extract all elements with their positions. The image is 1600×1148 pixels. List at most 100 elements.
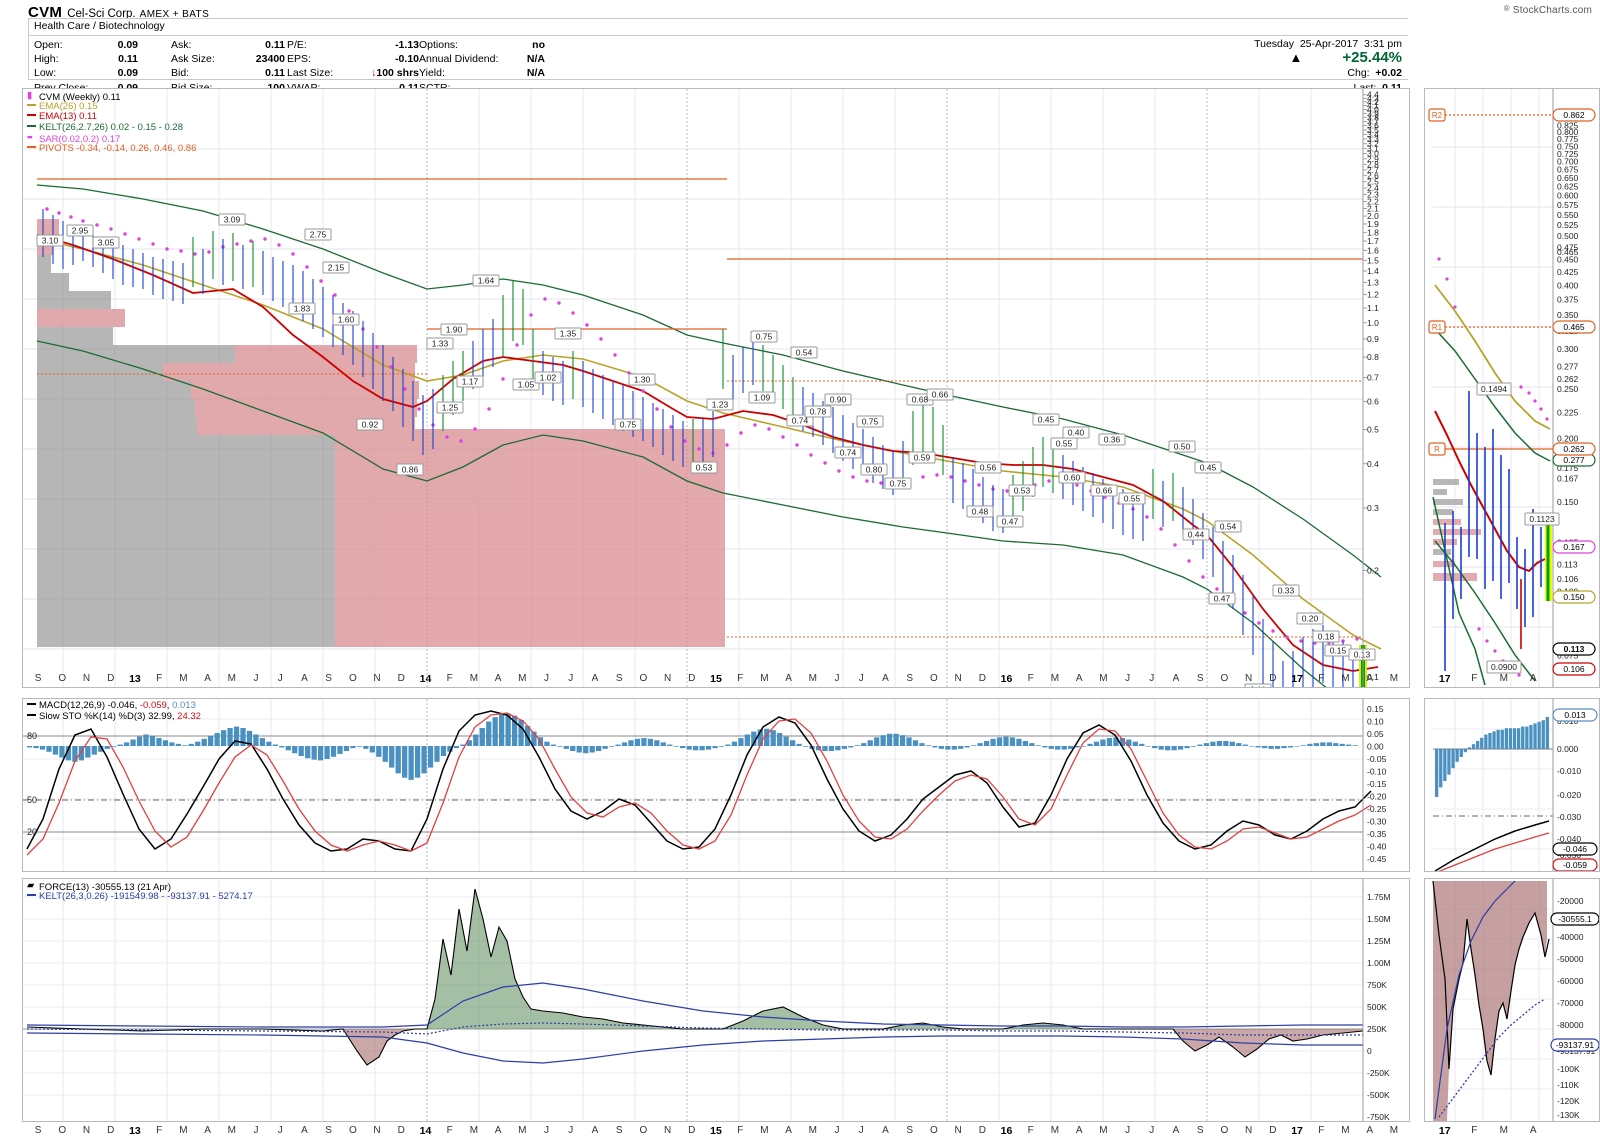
date-axis-month: J: [858, 673, 864, 684]
macd-histogram-bar: [402, 746, 408, 778]
price-annotation: 0.48: [972, 506, 989, 516]
force-index-panel[interactable]: 1.75M 1.50M 1.25M 1.00M 750K 500K 250K 0 -250K -5…: [22, 878, 1410, 1122]
price-axis-tick: 1.3: [1367, 277, 1379, 287]
exchange-name: AMEX + BATS: [139, 9, 210, 20]
price-annotation: 1.83: [294, 303, 311, 313]
price-chart-panel[interactable]: 3.10 2.95 3.09 3.05 2.75 2.15 1.83 1.60 1.64 1.90…: [22, 88, 1410, 688]
date-axis-month: F: [446, 673, 453, 684]
macd-zoom-histogram-bar: [1537, 721, 1541, 749]
date-axis-month: S: [1196, 673, 1204, 684]
macd-histogram-bar: [893, 733, 899, 746]
price-zoom-svg[interactable]: 0.8620.8250.8000.7750.7500.7250.7000.675…: [1425, 89, 1599, 687]
pivot-value-label: 0.862: [1563, 110, 1585, 120]
price-axis-tick: 1.1: [1367, 303, 1379, 313]
force-zoom-svg[interactable]: -20000 -30555.1 -40000 -50000 -60000 -70000 -8…: [1425, 879, 1599, 1121]
macd-histogram-bar: [46, 746, 52, 752]
macd-histogram-bar: [408, 746, 414, 780]
date-axis-month: J: [1125, 1125, 1131, 1136]
zoom-axis-tick: 0.625: [1557, 182, 1579, 192]
macd-zoom-histogram-bar: [1529, 725, 1533, 749]
macd-histogram-bar: [945, 746, 951, 750]
macd-histogram-bar: [389, 746, 395, 768]
macd-histogram-bar: [912, 740, 919, 746]
macd-histogram-bar: [317, 746, 324, 761]
price-annotation: 0.59: [914, 452, 931, 462]
macd-zoom-histogram-bar: [1471, 744, 1476, 749]
legend-row-ema26: EMA(26) 0.15: [27, 101, 196, 113]
price-annotation: 0.68: [912, 394, 929, 404]
date-axis-month: J: [834, 1125, 840, 1136]
macd-histogram-bar: [156, 738, 162, 746]
macd-histogram-bar: [414, 746, 421, 778]
price-zoom-panel[interactable]: 0.8620.8250.8000.7750.7500.7250.7000.675…: [1424, 88, 1600, 688]
legend-row-kelt: KELT(26,2.7,26) 0.02 - 0.15 - 0.28: [27, 122, 196, 134]
price-annotation: 0.20: [1302, 613, 1319, 623]
date-axis-month: A: [591, 673, 599, 684]
date-axis-month: M: [760, 673, 769, 684]
date-axis-year: 14: [419, 673, 432, 685]
zoom-axis-tick: 0.200: [1557, 434, 1579, 444]
macd-histogram-bar: [1106, 738, 1113, 746]
macd-histogram-bar: [738, 738, 744, 746]
psar-dots-icon: ▪▪: [27, 132, 33, 143]
date-axis-month: A: [1366, 673, 1373, 684]
date-axis-month: M: [1050, 673, 1060, 684]
macd-histogram-bar: [977, 743, 983, 746]
quote-datetime: Tuesday 25-Apr-2017 3:31 pm: [1218, 37, 1402, 51]
macd-histogram-bar: [1022, 740, 1029, 746]
zoom-inline-box: [1486, 660, 1522, 674]
stochastic-axis-tick: 80: [27, 731, 37, 741]
macd-histogram-bar: [1152, 746, 1158, 749]
macd-zoom-histogram-bar: [1500, 729, 1504, 749]
force-zoom-panel[interactable]: -20000 -30555.1 -40000 -50000 -60000 -70000 -8…: [1424, 878, 1600, 1122]
price-annotation: 0.13: [1354, 649, 1371, 659]
macd-histogram-bar: [1287, 746, 1294, 748]
date-axis-month: O: [58, 673, 67, 684]
macd-zoom-svg[interactable]: 0.0130.0100.000-0.010-0.020-0.030-0.040-…: [1425, 699, 1599, 871]
macd-histogram-bar: [169, 742, 175, 746]
macd-histogram-bar: [744, 734, 750, 746]
macd-histogram-bar: [705, 746, 712, 750]
price-annotation: 1.25: [442, 402, 459, 412]
macd-histogram-bar: [460, 744, 466, 746]
macd-zoom-panel[interactable]: 0.0130.0100.000-0.010-0.020-0.030-0.040-…: [1424, 698, 1600, 872]
zoom-axis-tick: 0.600: [1557, 191, 1579, 201]
macd-stochastic-svg[interactable]: 80 50 20 0.15 0.10 0.05 0.00 -0.05 -0.10 -0.15 -0…: [23, 699, 1409, 871]
date-axis-month: A: [204, 1125, 211, 1136]
price-annotation: 0.74: [792, 415, 809, 425]
date-axis-month: N: [373, 1125, 381, 1136]
date-axis-month: M: [808, 1125, 817, 1136]
date-axis-month: M: [1499, 1125, 1508, 1136]
force-index-svg[interactable]: 1.75M 1.50M 1.25M 1.00M 750K 500K 250K 0 -250K -5…: [23, 879, 1409, 1121]
macd-stochastic-panel[interactable]: 80 50 20 0.15 0.10 0.05 0.00 -0.05 -0.10 -0.15 -0…: [22, 698, 1410, 872]
date-axis-month: S: [325, 673, 332, 684]
date-axis-month: J: [568, 673, 574, 684]
macd-histogram-bar: [1184, 746, 1190, 749]
date-axis-month: O: [639, 673, 648, 684]
macd-histogram-bar: [641, 738, 647, 746]
macd-zoom-histogram-bar: [1459, 749, 1463, 757]
date-axis-month: S: [906, 673, 913, 684]
price-annotation: 1.09: [754, 392, 771, 402]
legend-force-kelt-text: KELT(26,3,0.26) -191549.98 - -93137.91 -…: [39, 890, 253, 902]
macd-histogram-bar: [673, 746, 679, 747]
quote-date: 25-Apr-2017: [1299, 38, 1359, 50]
stochastic-axis-tick: 50: [27, 795, 37, 805]
price-chart-svg[interactable]: 3.102.953.093.052.752.151.831.601.641.90…: [23, 89, 1409, 687]
ema13-tag-box: [1552, 662, 1596, 676]
price-annotation: 0.45: [1038, 414, 1055, 424]
price-axis-tick: 2.6: [1367, 171, 1379, 181]
date-axis-month: J: [544, 1125, 550, 1136]
macd-zoom-axis-tick: 0.000: [1557, 744, 1579, 754]
macd-histogram-bar: [1093, 741, 1100, 746]
force-kelt-mid-tag-box: [1550, 1038, 1599, 1052]
price-annotation: 2.75: [310, 229, 327, 239]
price-annotation: 1.30: [634, 374, 651, 384]
legend-text-part: -0.059: [139, 700, 167, 711]
macd-histogram-bar: [78, 746, 84, 761]
macd-histogram-bar: [324, 746, 330, 759]
date-axis-year: 16: [1000, 673, 1013, 685]
macd-histogram-bar: [85, 746, 91, 758]
date-axis-month: S: [325, 1125, 332, 1136]
macd-line-tag-box: [1552, 842, 1598, 856]
